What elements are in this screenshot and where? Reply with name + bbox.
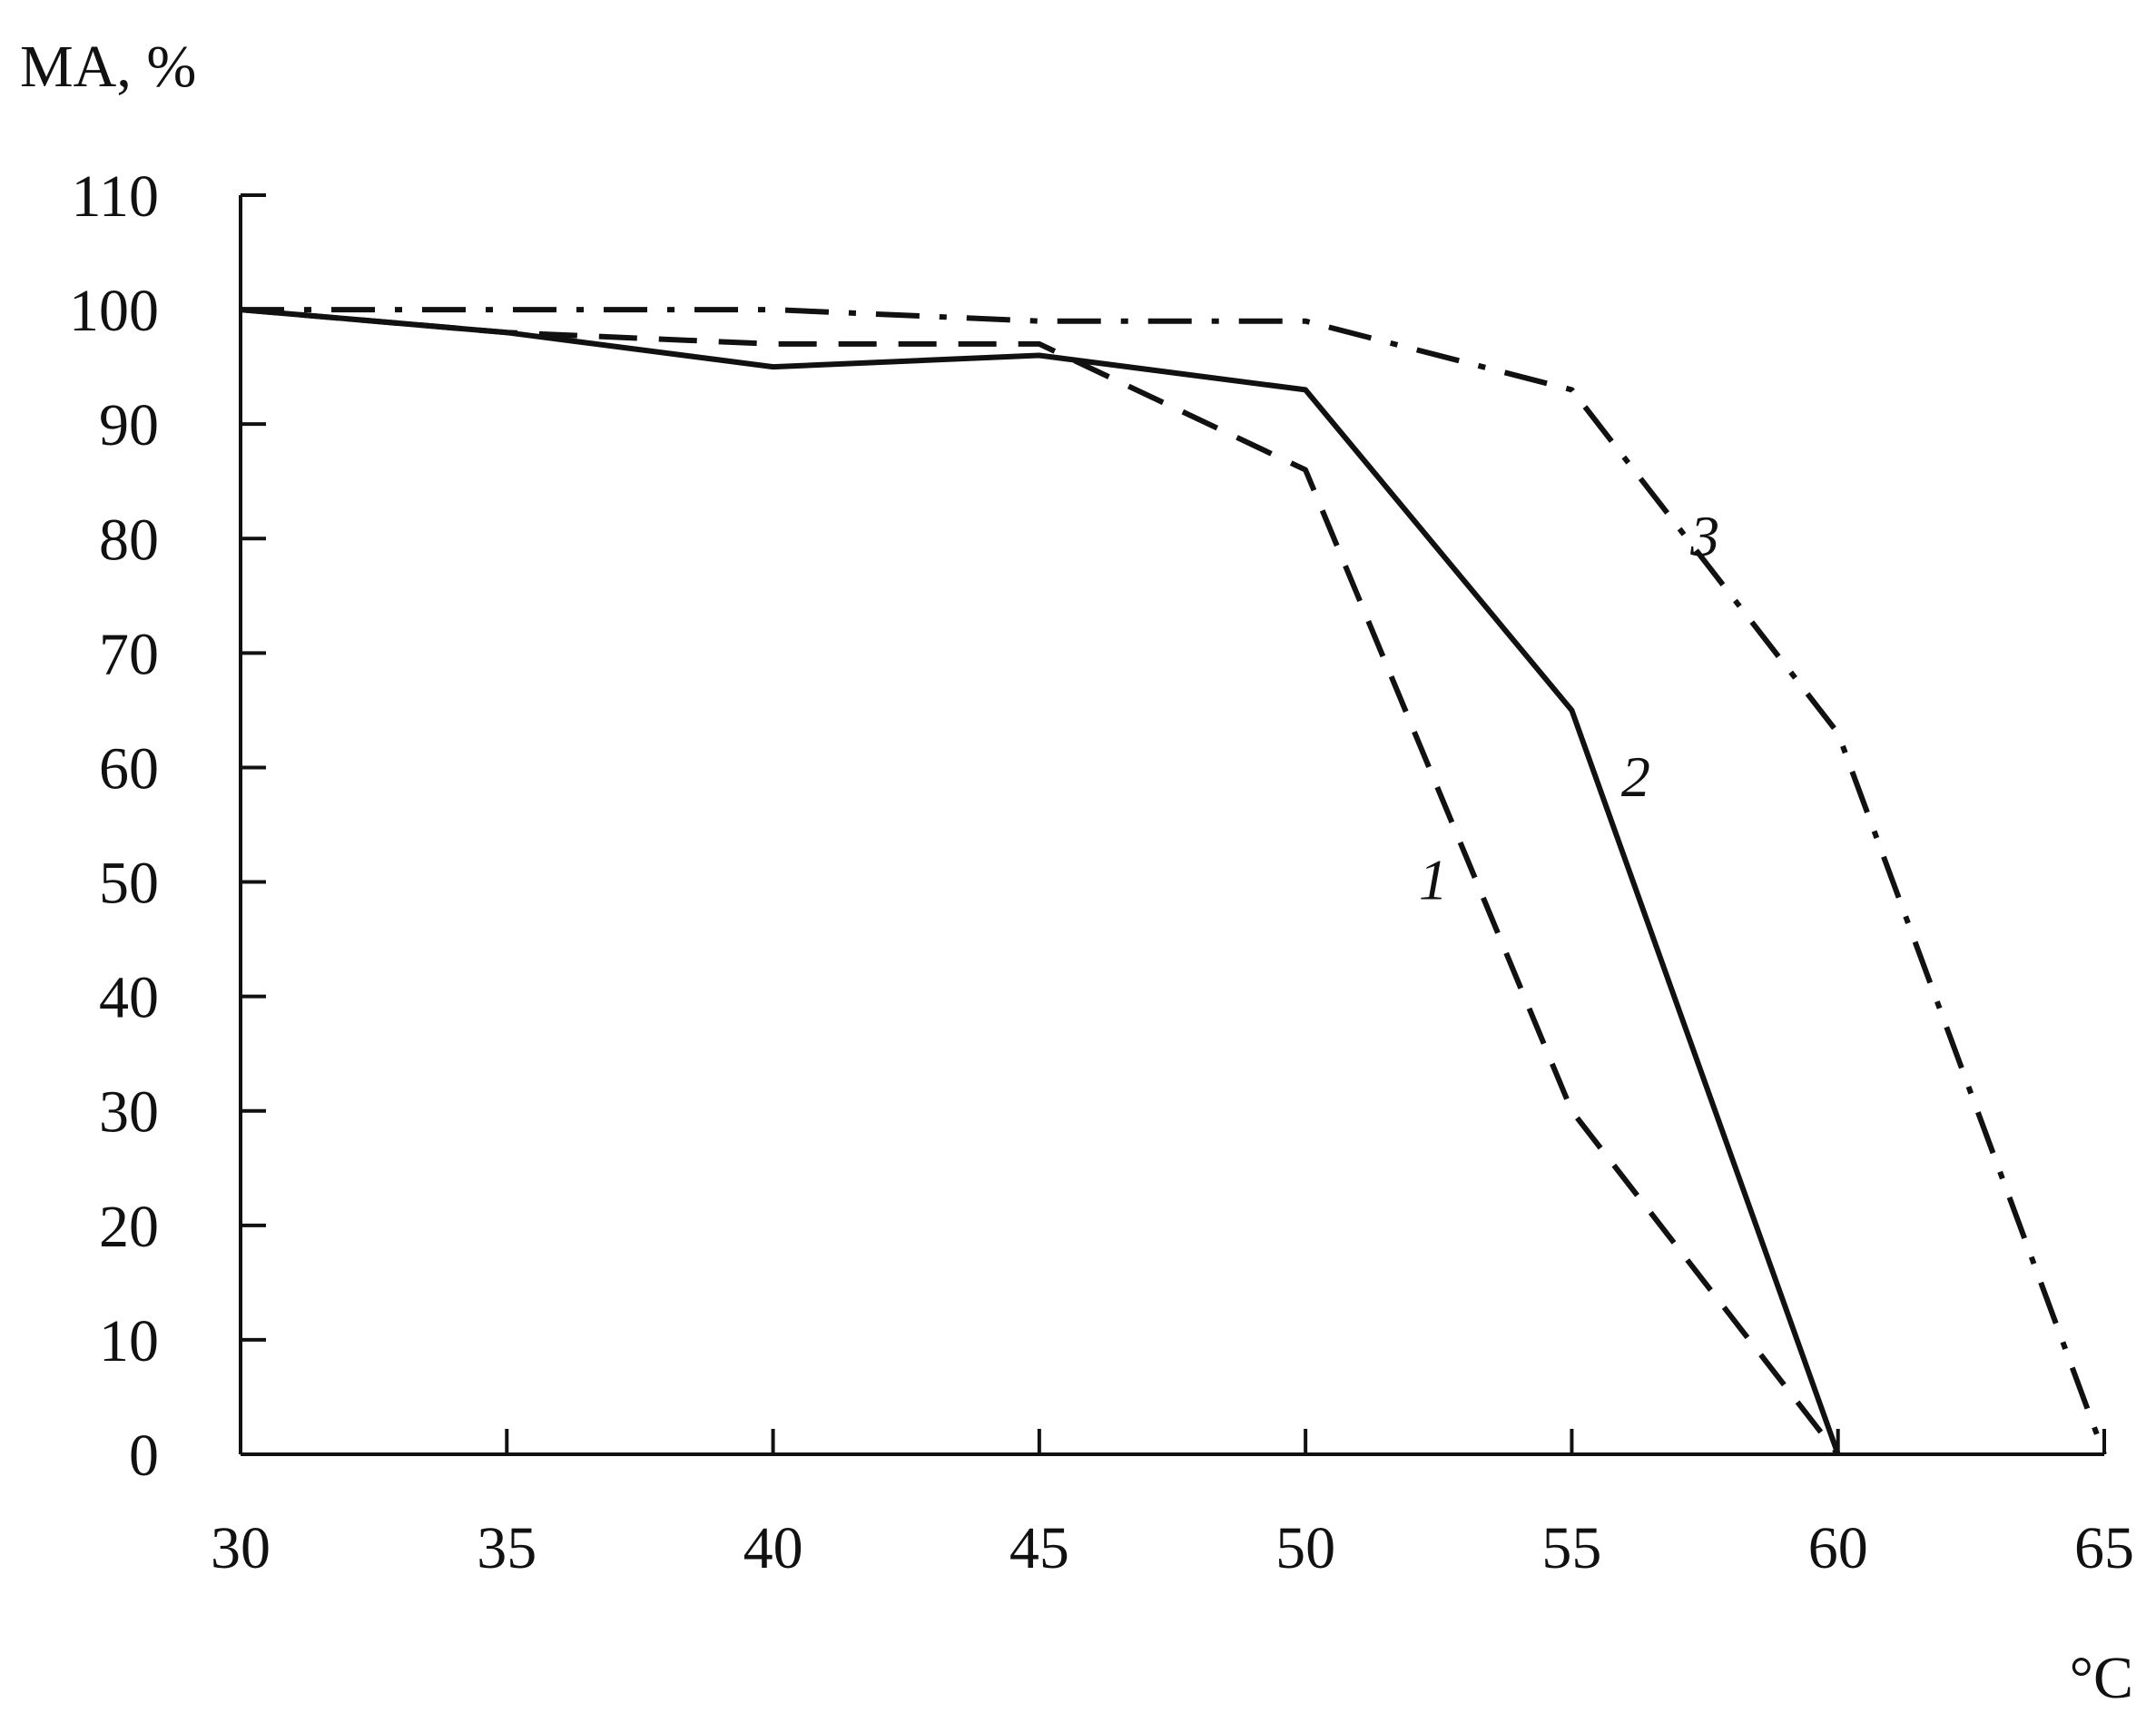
series-3-label: 3 — [1689, 504, 1719, 568]
y-axis-title: MA, % — [20, 34, 196, 100]
y-tick-label: 80 — [99, 507, 159, 573]
x-tick-label: 55 — [1541, 1515, 1601, 1581]
y-tick-label: 70 — [99, 621, 159, 687]
series-labels: 1 2 3 — [1419, 504, 1719, 911]
y-tick-label: 60 — [99, 735, 159, 802]
y-tick-label: 20 — [99, 1194, 159, 1260]
series-1-label: 1 — [1419, 847, 1448, 911]
x-axis-title: °C — [2070, 1645, 2133, 1711]
x-tick-label: 30 — [211, 1515, 271, 1581]
y-axis-ticks: 0 10 20 30 40 50 60 70 80 90 100 110 — [69, 163, 266, 1489]
y-tick-label: 40 — [99, 965, 159, 1031]
x-tick-label: 35 — [477, 1515, 537, 1581]
series-2-label: 2 — [1621, 744, 1650, 809]
y-tick-label: 90 — [99, 392, 159, 458]
series-2-line — [240, 307, 1841, 1456]
x-tick-label: 50 — [1275, 1515, 1335, 1581]
x-tick-label: 65 — [2074, 1515, 2134, 1581]
y-tick-label: 110 — [71, 163, 159, 230]
y-tick-label: 30 — [99, 1079, 159, 1146]
series-lines — [240, 307, 2107, 1456]
y-tick-label: 50 — [99, 851, 159, 917]
series-3-line — [241, 307, 2107, 1456]
x-tick-label: 45 — [1009, 1515, 1069, 1581]
x-axis-ticks: 30 35 40 45 50 55 60 65 — [211, 1429, 2134, 1581]
series-1-line — [240, 307, 1841, 1456]
y-tick-label: 0 — [129, 1423, 159, 1489]
y-tick-label: 10 — [99, 1308, 159, 1374]
y-tick-label: 100 — [69, 278, 159, 344]
axes — [239, 195, 2104, 1456]
x-tick-label: 40 — [743, 1515, 803, 1581]
x-tick-label: 60 — [1808, 1515, 1868, 1581]
